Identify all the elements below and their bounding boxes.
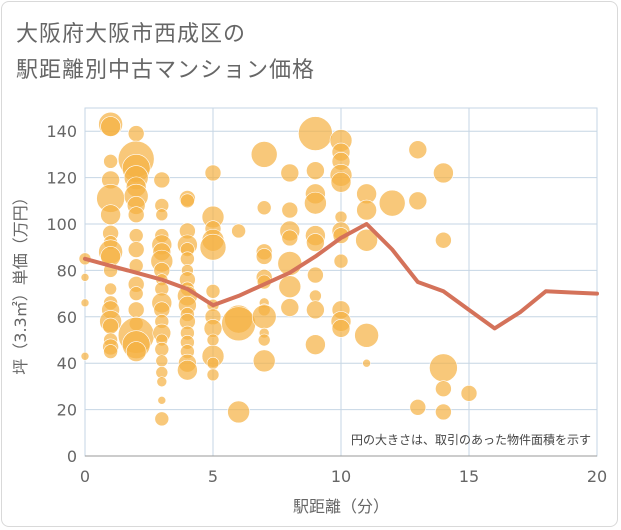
data-bubble	[408, 140, 428, 160]
data-bubble	[221, 306, 256, 342]
x-tick-label: 0	[80, 467, 90, 486]
data-bubble	[333, 253, 349, 269]
data-bubble	[127, 301, 145, 319]
x-tick-label: 5	[208, 467, 218, 486]
data-bubble	[435, 380, 452, 398]
data-bubble	[102, 317, 119, 335]
data-bubble	[205, 283, 221, 299]
data-bubble	[257, 333, 271, 347]
data-bubble	[306, 300, 325, 320]
data-bubble	[378, 189, 406, 217]
data-bubble	[460, 385, 478, 402]
x-tick-label: 20	[587, 467, 607, 486]
data-bubble	[255, 248, 273, 265]
y-tick-label: 40	[57, 354, 77, 373]
data-bubble	[281, 201, 299, 219]
chart-title-line2: 駅距離別中古マンション価格	[16, 58, 316, 83]
chart-title-line1: 大阪府大阪市西成区の	[16, 22, 247, 47]
y-axis-label: 坪（3.3㎡）単価（万円）	[11, 189, 30, 374]
data-bubble	[100, 116, 121, 137]
data-bubble	[433, 162, 454, 184]
data-bubble	[334, 210, 348, 224]
y-tick-label: 120	[46, 169, 77, 188]
data-bubble	[227, 400, 250, 424]
data-bubble	[306, 161, 325, 180]
data-bubble	[331, 319, 351, 338]
data-bubble	[125, 341, 147, 362]
data-bubble	[80, 351, 90, 361]
data-bubble	[104, 282, 117, 296]
data-bubble	[362, 358, 371, 368]
data-bubble	[80, 273, 90, 282]
size-note: 円の大きさは、取引のあった物件面積を示す	[351, 432, 591, 447]
data-bubble	[251, 304, 277, 330]
data-bubble	[280, 298, 300, 317]
data-bubble	[177, 359, 198, 381]
data-bubble	[355, 228, 378, 252]
x-tick-label: 10	[331, 467, 351, 486]
y-tick-label: 20	[57, 401, 77, 420]
data-bubble	[256, 200, 272, 216]
data-bubble	[330, 171, 352, 193]
data-bubble	[206, 368, 220, 382]
data-bubble	[408, 191, 428, 211]
y-tick-label: 80	[57, 261, 77, 280]
data-bubble	[206, 356, 220, 370]
y-tick-label: 60	[57, 308, 77, 327]
axes-layer: 0 5 10 15 20 0 20 40 60 80 100 120 140	[46, 122, 607, 486]
data-bubble	[199, 233, 227, 261]
data-bubble	[435, 403, 452, 421]
data-bubble	[128, 286, 144, 301]
data-bubble	[356, 199, 377, 221]
x-axis-label: 駅距離（分）	[293, 497, 389, 516]
data-bubble	[180, 193, 195, 209]
data-bubble	[307, 266, 324, 284]
x-tick-label: 15	[459, 467, 479, 486]
data-bubble	[206, 333, 220, 347]
data-bubble	[103, 344, 118, 359]
data-bubble	[103, 154, 118, 169]
data-bubble	[154, 411, 170, 427]
data-bubble	[354, 323, 379, 348]
data-bubble	[250, 141, 278, 168]
trend-line-layer	[83, 222, 599, 331]
data-bubble	[280, 163, 300, 183]
data-bubble	[252, 349, 276, 373]
data-bubble	[204, 164, 222, 182]
data-bubble	[100, 204, 121, 226]
data-bubble	[155, 354, 169, 368]
y-tick-label: 100	[46, 215, 77, 234]
data-bubble	[128, 228, 144, 243]
data-bubble	[127, 125, 145, 142]
y-tick-label: 0	[67, 447, 77, 466]
bubble-layer	[78, 111, 478, 427]
data-bubble	[153, 171, 171, 189]
data-bubble	[435, 231, 452, 249]
data-bubble	[304, 191, 327, 215]
data-bubble	[409, 398, 427, 416]
data-bubble	[157, 396, 167, 405]
data-bubble	[154, 341, 170, 357]
data-bubble	[278, 275, 302, 298]
data-bubble	[298, 116, 333, 151]
data-bubble	[306, 233, 325, 252]
data-bubble	[180, 251, 195, 267]
data-bubble	[231, 223, 246, 239]
data-bubble	[281, 229, 299, 247]
data-bubble	[429, 353, 458, 383]
average-price-line	[83, 222, 599, 331]
data-bubble	[80, 298, 90, 308]
data-bubble	[305, 334, 326, 355]
data-bubble	[156, 376, 168, 388]
data-bubble	[309, 289, 322, 303]
data-bubble	[127, 241, 145, 258]
data-bubble	[155, 208, 169, 222]
y-tick-label: 140	[46, 122, 77, 141]
data-bubble	[127, 206, 145, 224]
